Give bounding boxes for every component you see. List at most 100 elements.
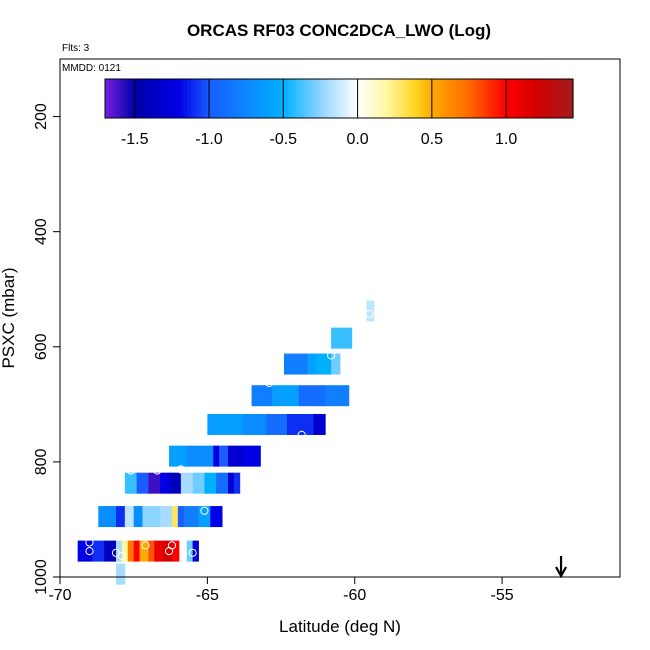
data-point bbox=[167, 541, 177, 550]
heatmap-cell bbox=[204, 472, 217, 494]
colorbar-segment bbox=[448, 79, 453, 118]
colorbar-segment bbox=[510, 79, 516, 118]
colorbar-segment bbox=[487, 79, 492, 118]
colorbar-segment bbox=[339, 79, 344, 118]
colorbar-segment bbox=[159, 79, 165, 118]
heatmap-cell bbox=[124, 506, 135, 528]
heatmap-cell bbox=[116, 563, 126, 585]
heatmap-cell bbox=[331, 327, 353, 349]
colorbar-segment bbox=[378, 79, 383, 118]
heatmap-cell bbox=[148, 540, 155, 562]
colorbar-segment bbox=[385, 79, 391, 118]
heatmap-cell bbox=[179, 540, 188, 562]
x-tick-label: -70 bbox=[48, 587, 71, 604]
colorbar-segment bbox=[483, 79, 488, 118]
heatmap-cell bbox=[219, 445, 229, 467]
heatmap-cell bbox=[77, 540, 93, 562]
colorbar-segment bbox=[202, 79, 207, 118]
colorbar-segment bbox=[553, 79, 558, 118]
heatmap-cell bbox=[186, 540, 194, 562]
heatmap-cell bbox=[186, 445, 214, 467]
colorbar-segment bbox=[218, 79, 223, 118]
heatmap-cell bbox=[198, 506, 211, 528]
colorbar-segment bbox=[475, 79, 480, 118]
colorbar-segment bbox=[303, 79, 309, 118]
data-point bbox=[297, 430, 306, 439]
colorbar-tick-label: -1.5 bbox=[121, 131, 149, 148]
colorbar-segment bbox=[502, 79, 508, 118]
colorbar-segment bbox=[175, 79, 180, 118]
data-point bbox=[265, 378, 274, 388]
colorbar-segment bbox=[120, 79, 126, 118]
colorbar-segment bbox=[417, 79, 422, 118]
colorbar-segment bbox=[249, 79, 254, 118]
colorbar-segment bbox=[280, 79, 285, 118]
heatmap-cell bbox=[92, 540, 105, 562]
colorbar-segment bbox=[381, 79, 387, 118]
colorbar-segment bbox=[214, 79, 219, 118]
colorbar-segment bbox=[183, 79, 188, 118]
data-point bbox=[85, 547, 94, 556]
colorbar-segment bbox=[233, 79, 239, 118]
y-tick-label: 1000 bbox=[33, 559, 50, 595]
colorbar-segment bbox=[190, 79, 196, 118]
colorbar-segment bbox=[424, 79, 430, 118]
heatmap-cell bbox=[316, 353, 332, 375]
colorbar-segment bbox=[112, 79, 118, 118]
heatmap-cell bbox=[98, 506, 117, 528]
colorbar-tick-label: 0.5 bbox=[421, 131, 443, 148]
heatmap-cell bbox=[233, 472, 241, 494]
heatmap-cell bbox=[307, 353, 317, 375]
colorbar-segment bbox=[405, 79, 410, 118]
x-tick-label: -55 bbox=[491, 587, 514, 604]
colorbar-segment bbox=[147, 79, 153, 118]
data-point bbox=[188, 548, 197, 557]
heatmap-cell bbox=[160, 506, 173, 528]
colorbar-segment bbox=[253, 79, 258, 118]
colorbar-frame bbox=[104, 78, 574, 119]
heatmap-cell bbox=[242, 445, 261, 467]
flights-label: Flts: 3 bbox=[62, 43, 90, 54]
x-axis-label: Latitude (deg N) bbox=[279, 617, 401, 636]
heatmap-cell bbox=[136, 472, 149, 494]
colorbar-segment bbox=[116, 79, 122, 118]
colorbar-segment bbox=[514, 79, 519, 118]
colorbar-segment bbox=[225, 79, 231, 118]
colorbar-segment bbox=[456, 79, 461, 118]
colorbar-segment bbox=[569, 79, 574, 118]
heatmap-cells bbox=[77, 300, 375, 585]
x-tick-label: -60 bbox=[343, 587, 366, 604]
colorbar-segment bbox=[374, 79, 379, 118]
colorbar-segment bbox=[311, 79, 317, 118]
colorbar-segment bbox=[288, 79, 293, 118]
y-axis-label: PSXC (mbar) bbox=[0, 267, 18, 368]
y-tick-label: 600 bbox=[33, 333, 50, 360]
colorbar-segment bbox=[479, 79, 484, 118]
colorbar-segment bbox=[432, 79, 438, 118]
data-point bbox=[153, 466, 162, 475]
heatmap-cell bbox=[228, 445, 244, 467]
colorbar-segment bbox=[163, 79, 168, 118]
colorbar-segment bbox=[549, 79, 555, 118]
colorbar-segment bbox=[557, 79, 562, 118]
heatmap-cell bbox=[148, 472, 161, 494]
heatmap-cell bbox=[286, 413, 314, 435]
colorbar-segment bbox=[393, 79, 399, 118]
colorbar-segment bbox=[171, 79, 176, 118]
colorbar-segment bbox=[436, 79, 441, 118]
colorbar-segment bbox=[346, 79, 352, 118]
colorbar-segment bbox=[491, 79, 496, 118]
colorbar-segment bbox=[268, 79, 274, 118]
arrow-head bbox=[555, 566, 568, 579]
colorbar-segment bbox=[537, 79, 543, 118]
chart-title: ORCAS RF03 CONC2DCA_LWO (Log) bbox=[187, 21, 491, 40]
colorbar-segment bbox=[140, 79, 145, 118]
heatmap-cell bbox=[192, 472, 205, 494]
colorbar-segment bbox=[315, 79, 321, 118]
colorbar-segment bbox=[167, 79, 172, 118]
heatmap-cell bbox=[210, 506, 223, 528]
heatmap-cell bbox=[124, 472, 138, 494]
colorbar-segment bbox=[245, 79, 250, 118]
colorbar-segment bbox=[409, 79, 414, 118]
